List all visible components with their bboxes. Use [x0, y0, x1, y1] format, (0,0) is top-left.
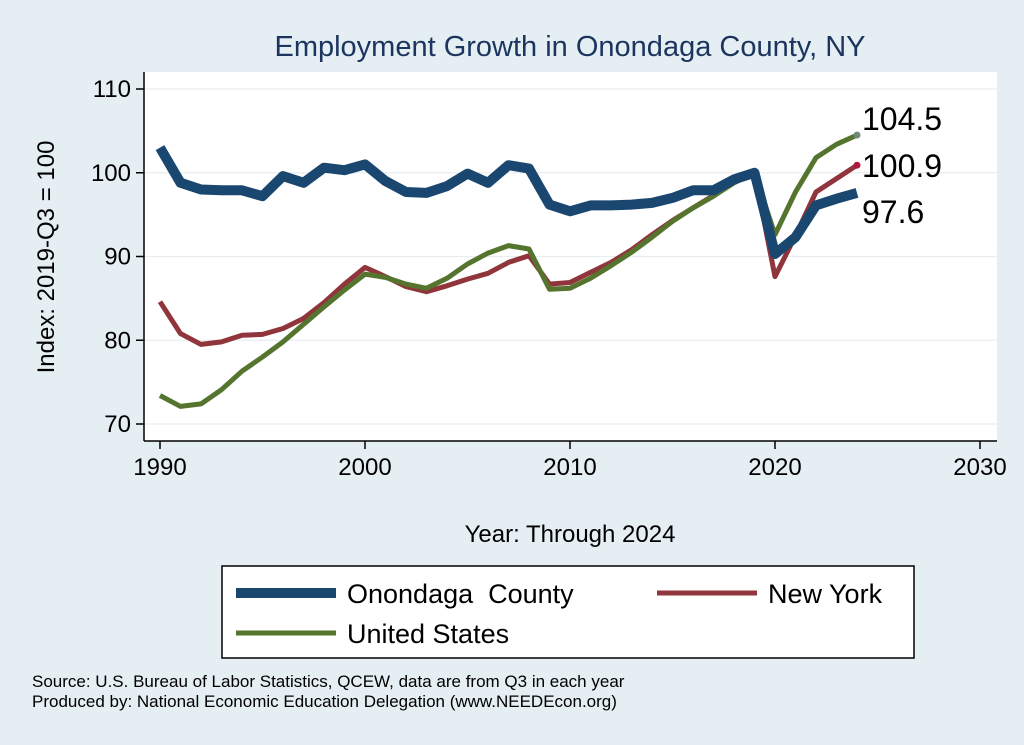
x-tick-label-1990: 1990: [133, 454, 186, 481]
y-axis-label: Index: 2019-Q3 = 100: [33, 141, 60, 374]
y-tick-label-110: 110: [93, 76, 131, 103]
legend-label-new-york: New York: [768, 579, 883, 609]
end-value-label-1: 100.9: [862, 148, 942, 184]
y-tick-label-70: 70: [104, 411, 131, 438]
legend-label-united-states: United States: [347, 619, 509, 649]
y-tick-label-100: 100: [91, 160, 131, 187]
x-tick-label-2030: 2030: [953, 454, 1006, 481]
x-tick-label-2020: 2020: [748, 454, 801, 481]
x-tick-label-2000: 2000: [338, 454, 391, 481]
end-labels: 97.6 100.9 104.5: [853, 101, 942, 230]
legend-box: [221, 565, 915, 659]
source-note: Source: U.S. Bureau of Labor Statistics,…: [32, 672, 625, 691]
end-value-label-2: 104.5: [862, 101, 942, 137]
legend-label-onondaga: Onondaga County: [347, 579, 574, 609]
y-tick-label-90: 90: [104, 244, 131, 271]
x-axis-label: Year: Through 2024: [465, 521, 676, 548]
end-point-2: [853, 131, 861, 139]
end-point-1: [853, 161, 861, 169]
chart-title: Employment Growth in Onondaga County, NY: [274, 31, 865, 63]
end-value-label-0: 97.6: [862, 194, 924, 230]
producer-note: Produced by: National Economic Education…: [32, 692, 617, 711]
axis-ticks: 70 80 90 100 110 1990 2000 2010 2020 2030: [91, 76, 1007, 481]
y-tick-label-80: 80: [104, 327, 131, 354]
series-lines: [155, 132, 859, 409]
x-tick-label-2010: 2010: [543, 454, 596, 481]
series-line-0: [155, 145, 859, 259]
legend: Onondaga County New York United States: [221, 565, 915, 659]
